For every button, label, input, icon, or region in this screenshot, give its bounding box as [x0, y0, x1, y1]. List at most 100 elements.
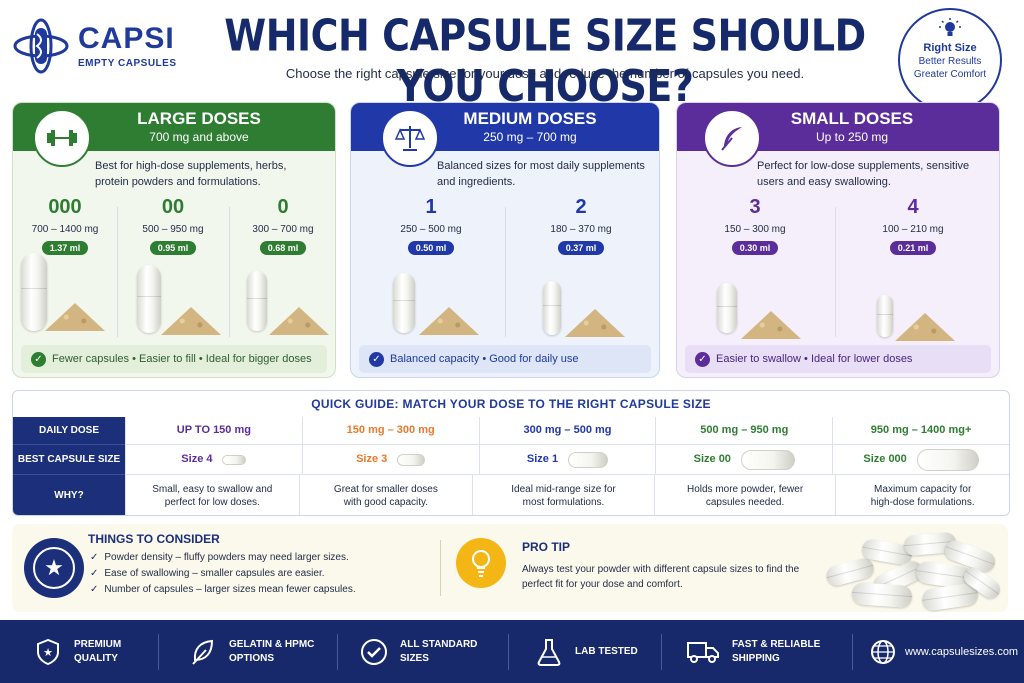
- page-title: WHICH CAPSULE SIZE SHOULD YOU CHOOSE?: [224, 10, 866, 112]
- footer-line: QUALITY: [74, 652, 118, 664]
- footer-line: OPTIONS: [229, 652, 275, 664]
- capsule-00-image: [137, 265, 161, 333]
- size-ml-badge: 0.50 ml: [407, 241, 455, 255]
- footer-line: PREMIUM: [74, 638, 122, 650]
- size-number: 0: [277, 196, 289, 218]
- capsule-icon: [916, 448, 979, 471]
- capsule-1-image: [393, 273, 415, 333]
- divider: [440, 540, 441, 596]
- size-cell: Size 1: [478, 445, 656, 475]
- divider: [661, 633, 662, 670]
- leaf-icon: [189, 638, 217, 666]
- list-item: Powder density – fluffy powders may need…: [90, 550, 356, 566]
- divider: [117, 207, 118, 337]
- dose-cell: 150 mg – 300 mg: [301, 417, 479, 445]
- size-ml-badge: 0.30 ml: [731, 241, 779, 255]
- header: CAPSI EMPTY CAPSULES WHICH CAPSULE SIZE …: [0, 0, 1024, 112]
- capsule-pile-image: [812, 524, 1008, 612]
- size-mg-range: 150 – 300 mg: [724, 224, 786, 235]
- table-row-why: WHY? Small, easy to swallow and perfect …: [13, 475, 1009, 515]
- size-ml-badge: 0.68 ml: [259, 241, 307, 255]
- size-00: 00 500 – 950 mg 0.95 ml: [125, 195, 221, 256]
- divider: [158, 633, 159, 670]
- dose-cell: 300 mg – 500 mg: [478, 417, 656, 445]
- card-title: SMALL DOSES: [790, 109, 914, 128]
- row-label: DAILY DOSE: [13, 417, 125, 445]
- lightbulb-icon: [939, 18, 961, 40]
- footer-line: SIZES: [400, 652, 429, 664]
- card-description: Balanced sizes for most daily supplement…: [437, 160, 645, 188]
- why-cell: Holds more powder, fewer capsules needed…: [653, 475, 836, 515]
- pro-tip-title: PRO TIP: [522, 540, 571, 554]
- card-footer: ✓ Easier to swallow • Ideal for lower do…: [685, 345, 991, 373]
- footer-line: LAB TESTED: [575, 645, 638, 657]
- divider: [229, 207, 230, 337]
- size-mg-range: 700 – 1400 mg: [31, 224, 99, 235]
- card-footer: ✓ Balanced capacity • Good for daily use: [359, 345, 651, 373]
- brand-logo[interactable]: CAPSI EMPTY CAPSULES: [12, 18, 177, 74]
- size-ml-badge: 1.37 ml: [41, 241, 89, 255]
- check-icon: ✓: [31, 351, 46, 367]
- brand-tagline: EMPTY CAPSULES: [78, 57, 177, 69]
- footer-bar: ★ PREMIUM QUALITY GELATIN & HPMC OPTIONS A…: [0, 620, 1024, 683]
- badge-line-3: Greater Comfort: [913, 69, 987, 80]
- considerations-title: THINGS TO CONSIDER: [88, 532, 220, 546]
- footer-item-shipping: FAST & RELIABLE SHIPPING: [686, 632, 852, 672]
- table-row-daily-dose: DAILY DOSE UP TO 150 mg 150 mg – 300 mg …: [13, 417, 1009, 445]
- size-mg-range: 100 – 210 mg: [882, 224, 944, 235]
- quick-guide-table: QUICK GUIDE: MATCH YOUR DOSE TO THE RIGH…: [12, 390, 1010, 516]
- badge-line-1: Right Size: [923, 42, 977, 54]
- right-size-badge: Right Size Better Results Greater Comfor…: [898, 8, 1002, 112]
- powder-pile-image: [565, 309, 625, 337]
- feather-icon: [703, 109, 761, 167]
- why-cell: Maximum capacity for high-dose formulati…: [835, 475, 1009, 515]
- size-1: 1 250 – 500 mg 0.50 ml: [371, 195, 491, 256]
- size-0: 0 300 – 700 mg 0.68 ml: [235, 195, 331, 256]
- size-label: Size 3: [356, 453, 388, 465]
- svg-text:★: ★: [43, 646, 53, 659]
- website-url[interactable]: www.capsulesizes.com: [905, 645, 1019, 658]
- shield-star-icon: ★: [34, 638, 62, 666]
- size-number: 4: [907, 196, 919, 218]
- card-large-doses: LARGE DOSES 700 mg and above Best for hi…: [12, 102, 336, 378]
- card-footer: ✓ Fewer capsules • Easier to fill • Idea…: [21, 345, 327, 373]
- considerations-list: Powder density – fluffy powders may need…: [90, 550, 356, 598]
- powder-pile-image: [269, 307, 329, 335]
- size-cell: Size 4: [125, 445, 302, 475]
- check-icon: ✓: [695, 351, 710, 367]
- considerations-panel: ★ THINGS TO CONSIDER Powder density – fl…: [12, 524, 1008, 612]
- card-footer-text: Easier to swallow • Ideal for lower dose…: [716, 353, 913, 365]
- card-range: Up to 250 mg: [815, 130, 889, 144]
- card-description: Best for high-dose supplements, herbs, p…: [95, 160, 287, 188]
- size-cell: Size 3: [301, 445, 479, 475]
- globe-icon: [869, 638, 897, 666]
- size-mg-range: 500 – 950 mg: [142, 224, 204, 235]
- list-item: Number of capsules – larger sizes mean f…: [90, 582, 355, 598]
- website-link[interactable]: www.capsulesizes.com: [869, 632, 1018, 672]
- capsule-000-image: [21, 253, 47, 331]
- footer-line: SHIPPING: [732, 652, 780, 664]
- powder-pile-image: [419, 307, 479, 335]
- brand-name: CAPSI: [78, 21, 175, 55]
- badge-line-2: Better Results: [918, 56, 982, 67]
- dose-cell: 500 mg – 950 mg: [655, 417, 833, 445]
- divider: [505, 207, 506, 337]
- size-label: Size 000: [863, 453, 907, 465]
- card-description: Perfect for low-dose supplements, sensit…: [757, 160, 970, 188]
- size-label: Size 1: [526, 453, 559, 465]
- check-icon: ✓: [369, 351, 384, 367]
- powder-pile-image: [895, 313, 955, 341]
- why-cell: Great for smaller doses with good capaci…: [298, 475, 473, 515]
- divider: [337, 633, 338, 670]
- capsule-2-image: [543, 281, 561, 335]
- quick-guide-title: QUICK GUIDE: MATCH YOUR DOSE TO THE RIGH…: [311, 397, 711, 411]
- divider: [852, 633, 853, 670]
- dose-cell: UP TO 150 mg: [125, 417, 302, 445]
- size-number: 00: [161, 196, 185, 218]
- capsule-logo-icon: [12, 18, 70, 74]
- capsule-4-image: [877, 295, 893, 337]
- capsule-icon: [568, 451, 609, 468]
- dose-cell: 950 mg – 1400 mg+: [832, 417, 1009, 445]
- capsule-icon: [397, 453, 426, 466]
- row-label: WHY?: [13, 475, 125, 515]
